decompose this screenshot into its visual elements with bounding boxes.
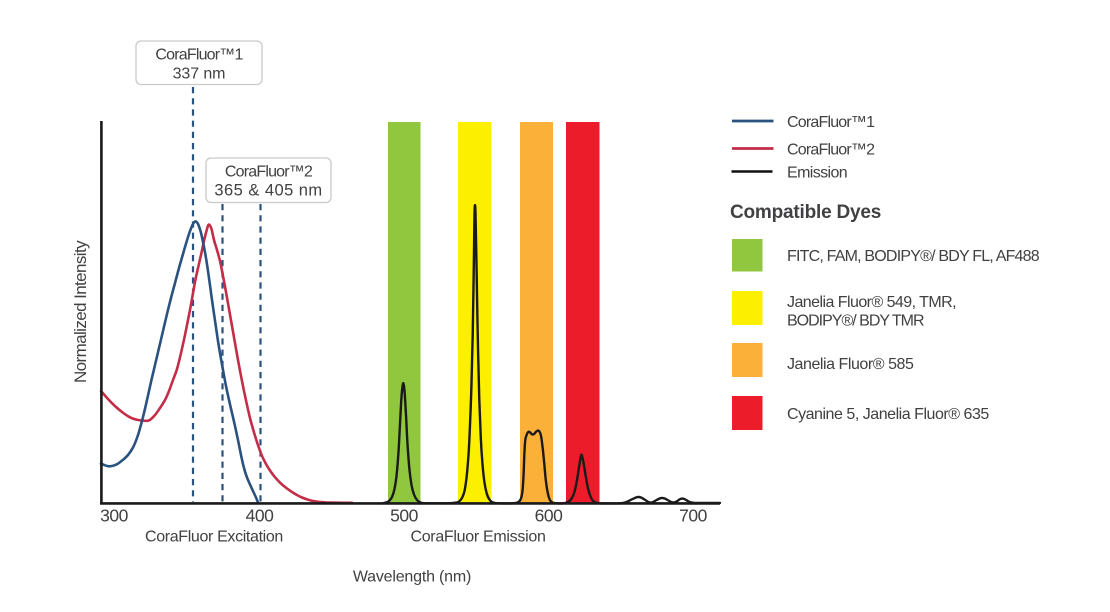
svg-text:CoraFluor™2: CoraFluor™2	[787, 142, 875, 159]
svg-text:CoraFluor™1: CoraFluor™1	[787, 114, 875, 131]
svg-text:365 & 405 nm: 365 & 405 nm	[214, 182, 322, 200]
svg-text:Compatible Dyes: Compatible Dyes	[730, 202, 881, 223]
svg-text:BODIPY®/ BDY TMR: BODIPY®/ BDY TMR	[787, 313, 924, 330]
svg-text:Janelia Fluor® 549, TMR,: Janelia Fluor® 549, TMR,	[787, 294, 956, 311]
svg-text:300: 300	[100, 506, 128, 526]
svg-text:CoraFluor Excitation: CoraFluor Excitation	[145, 529, 283, 546]
svg-text:600: 600	[535, 506, 563, 526]
svg-text:CoraFluor™2: CoraFluor™2	[225, 164, 313, 181]
svg-text:500: 500	[390, 506, 418, 526]
svg-text:Janelia Fluor® 585: Janelia Fluor® 585	[787, 356, 914, 373]
svg-text:337 nm: 337 nm	[173, 66, 226, 83]
svg-text:Cyanine 5, Janelia Fluor® 635: Cyanine 5, Janelia Fluor® 635	[787, 406, 989, 423]
svg-text:Normalized Intensity: Normalized Intensity	[71, 240, 90, 383]
svg-text:CoraFluor™1: CoraFluor™1	[155, 47, 243, 64]
svg-text:CoraFluor Emission: CoraFluor Emission	[410, 529, 545, 546]
svg-text:Wavelength (nm): Wavelength (nm)	[353, 569, 471, 586]
svg-text:400: 400	[246, 506, 274, 526]
svg-text:FITC, FAM, BODIPY®/ BDY FL, AF: FITC, FAM, BODIPY®/ BDY FL, AF488	[787, 248, 1040, 265]
svg-text:Emission: Emission	[787, 165, 847, 182]
svg-text:700: 700	[679, 506, 707, 526]
